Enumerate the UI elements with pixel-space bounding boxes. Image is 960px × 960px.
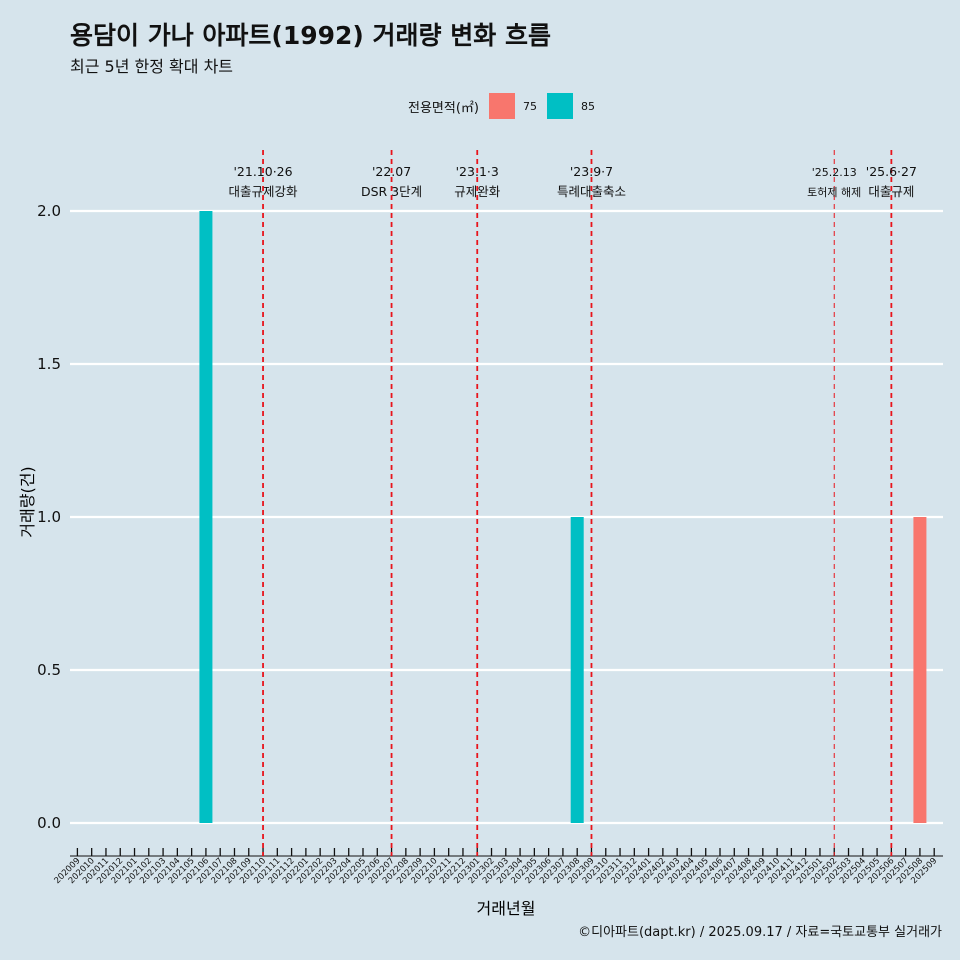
event-label: DSR 3단계 bbox=[361, 184, 422, 199]
x-axis-label: 거래년월 bbox=[477, 899, 536, 918]
event-date: '22.07 bbox=[372, 164, 411, 179]
y-tick-label: 1.0 bbox=[37, 508, 61, 526]
event-label: 특례대출축소 bbox=[557, 184, 626, 199]
event-date: '25.6·27 bbox=[866, 164, 917, 179]
legend: 전용면적(㎡) 75 85 bbox=[408, 92, 605, 120]
bar-85-202106 bbox=[199, 211, 213, 823]
event-date: '21.10·26 bbox=[233, 164, 292, 179]
bar-75-202508 bbox=[913, 517, 927, 823]
chart-subtitle: 최근 5년 한정 확대 차트 bbox=[70, 57, 234, 76]
event-label: 대출규제강화 bbox=[229, 184, 299, 199]
legend-swatch-85 bbox=[546, 93, 573, 119]
y-axis-label: 거래량(건) bbox=[18, 466, 37, 537]
event-date: '23.1·3 bbox=[456, 164, 499, 179]
y-tick-label: 0.0 bbox=[37, 814, 61, 832]
y-tick-label: 0.5 bbox=[37, 661, 61, 679]
legend-label-85: 85 bbox=[580, 99, 595, 113]
event-date: '25.2.13 bbox=[812, 166, 857, 179]
legend-label-75: 75 bbox=[522, 99, 537, 113]
legend-swatch-75 bbox=[488, 93, 515, 119]
y-tick-label: 2.0 bbox=[37, 202, 61, 220]
chart-title: 용담이 가나 아파트(1992) 거래량 변화 흐름 bbox=[70, 21, 551, 50]
y-tick-label: 1.5 bbox=[37, 355, 61, 373]
event-label: 규제완화 bbox=[454, 184, 501, 199]
bar-85-202308 bbox=[570, 517, 584, 823]
legend-title: 전용면적(㎡) bbox=[408, 100, 479, 116]
event-date: '23.9·7 bbox=[570, 164, 613, 179]
event-label: 대출규제 bbox=[868, 184, 914, 199]
source-caption: ©디아파트(dapt.kr) / 2025.09.17 / 자료=국토교통부 실… bbox=[578, 925, 942, 940]
event-label: 토허제 해제 bbox=[807, 185, 861, 199]
